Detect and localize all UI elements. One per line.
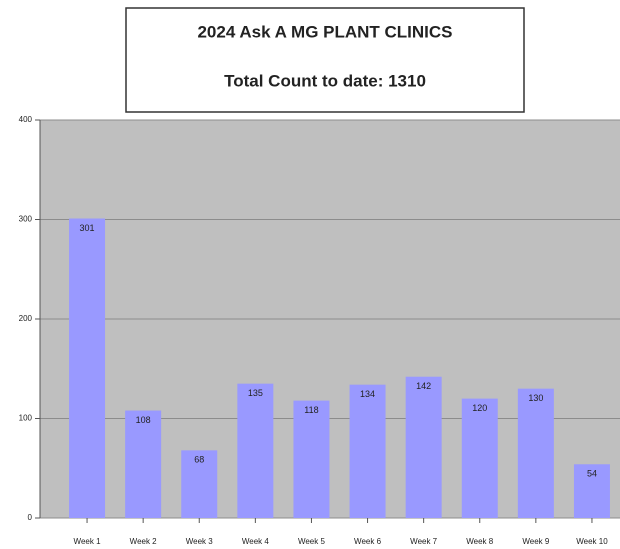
y-tick-label: 300 [19,215,33,224]
page: 2024 Ask A MG PLANT CLINICS Total Count … [0,0,620,549]
value-label: 108 [136,415,151,425]
y-tick-label: 400 [19,115,33,124]
value-label: 142 [416,381,431,391]
x-tick-label: Week 5 [298,537,326,546]
bar [237,384,273,518]
x-tick-label: Week 2 [130,537,158,546]
x-tick-label: Week 4 [242,537,270,546]
bar [293,401,329,518]
x-tick-label: Week 3 [186,537,214,546]
bar [406,377,442,518]
x-tick-label: Week 9 [522,537,550,546]
value-label: 54 [587,469,597,479]
x-tick-label: Week 10 [576,537,608,546]
y-tick-label: 200 [19,314,33,323]
value-label: 120 [472,403,487,413]
bar [518,389,554,518]
x-tick-label: Week 1 [74,537,102,546]
value-label: 301 [80,223,95,233]
value-label: 135 [248,388,263,398]
bar [125,411,161,518]
x-tick-label: Week 7 [410,537,438,546]
bar [462,399,498,518]
chart-title: 2024 Ask A MG PLANT CLINICS [197,22,452,41]
bar [350,385,386,518]
x-tick-label: Week 6 [354,537,382,546]
value-label: 130 [528,393,543,403]
x-tick-label: Week 8 [466,537,494,546]
value-label: 118 [304,405,318,415]
value-label: 134 [360,389,375,399]
y-tick-label: 100 [19,414,33,423]
bar [69,219,105,518]
chart: 2024 Ask A MG PLANT CLINICS Total Count … [0,0,620,549]
value-label: 68 [194,455,204,465]
y-tick-label: 0 [28,513,33,522]
chart-subtitle: Total Count to date: 1310 [224,71,426,90]
